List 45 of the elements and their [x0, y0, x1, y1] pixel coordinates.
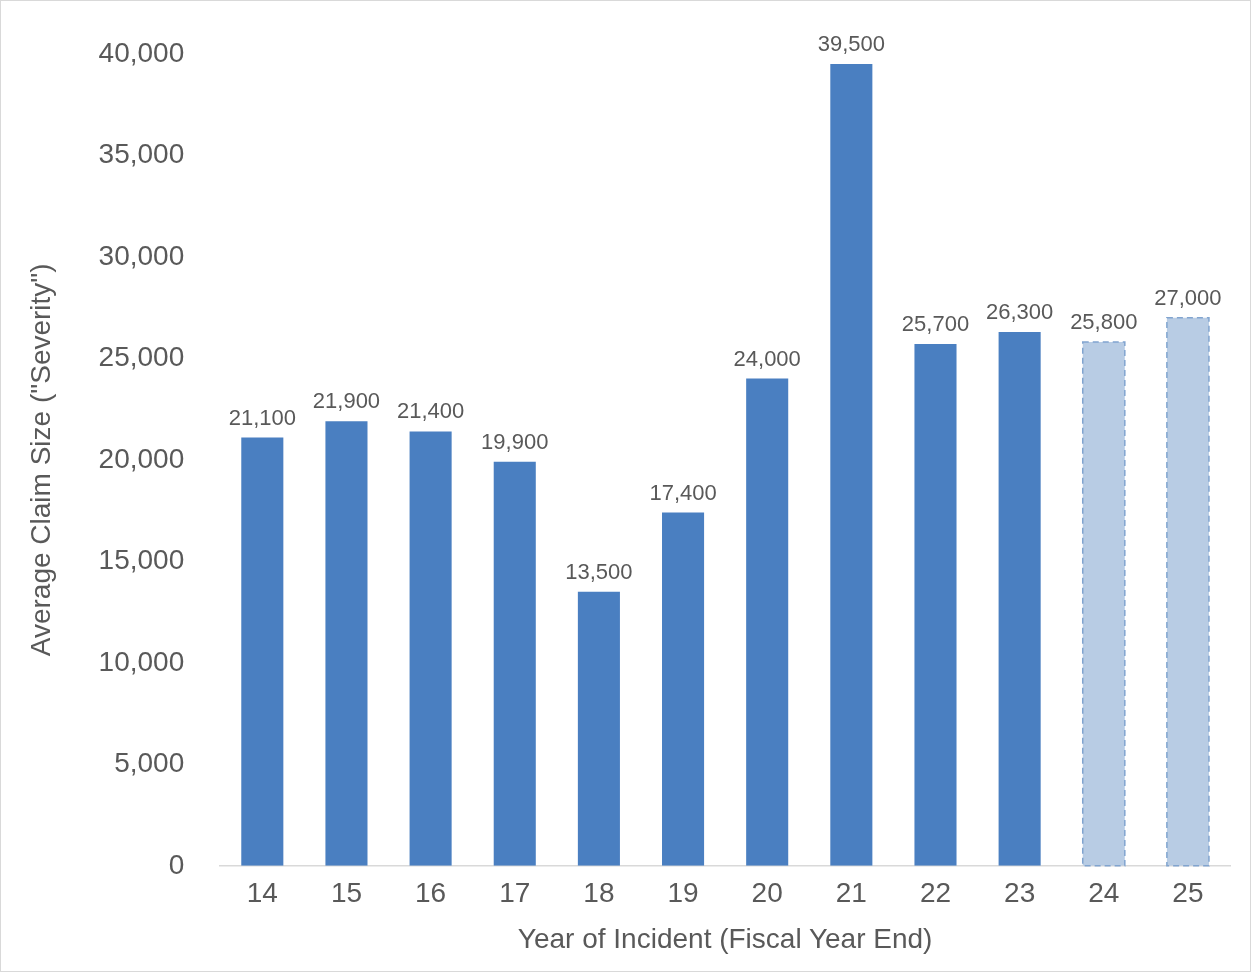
y-axis-title: Average Claim Size ("Severity") — [24, 263, 56, 657]
y-tick-label: 35,000 — [98, 138, 185, 170]
x-tick-label: 22 — [919, 877, 952, 909]
x-axis-title: Year of Incident (Fiscal Year End) — [517, 922, 933, 954]
bar — [746, 378, 789, 866]
x-tick-label: 24 — [1088, 877, 1120, 909]
data-label: 39,500 — [817, 31, 885, 57]
data-label: 25,800 — [1070, 309, 1138, 335]
bar — [914, 344, 957, 866]
x-tick-label: 17 — [499, 877, 531, 909]
x-tick-label: 16 — [415, 877, 447, 909]
y-tick-label: 20,000 — [98, 442, 185, 474]
data-label: 13,500 — [565, 558, 633, 584]
data-label: 21,900 — [312, 388, 381, 414]
data-label: 19,900 — [481, 428, 549, 454]
bar — [662, 512, 705, 866]
y-tick-label: 40,000 — [98, 36, 185, 68]
bar — [830, 63, 873, 866]
data-label: 25,700 — [901, 311, 970, 337]
y-tick-label: 30,000 — [98, 239, 185, 271]
data-label: 27,000 — [1154, 284, 1222, 310]
bar — [577, 591, 620, 866]
y-tick-label: 25,000 — [98, 341, 185, 373]
bar — [325, 421, 368, 866]
y-tick-label: 10,000 — [98, 645, 185, 677]
bar — [998, 331, 1041, 866]
data-label: 21,100 — [228, 404, 296, 430]
y-tick-label: 5,000 — [114, 747, 185, 779]
x-tick-label: 23 — [1004, 877, 1036, 909]
x-tick-label: 18 — [583, 877, 615, 909]
x-tick-label: 14 — [246, 877, 278, 909]
x-tick-label: 25 — [1172, 877, 1204, 909]
data-label: 24,000 — [733, 345, 801, 371]
bar — [493, 461, 536, 866]
x-tick-label: 21 — [835, 877, 867, 909]
bar — [241, 437, 284, 866]
data-label: 17,400 — [649, 479, 717, 505]
y-tick-label: 0 — [168, 848, 185, 880]
data-label: 26,300 — [985, 298, 1054, 324]
x-tick-label: 20 — [751, 877, 783, 909]
y-tick-label: 15,000 — [98, 544, 185, 576]
x-tick-label: 19 — [667, 877, 699, 909]
bar — [409, 431, 452, 866]
x-tick-label: 15 — [330, 877, 363, 909]
data-label: 21,400 — [396, 398, 465, 424]
